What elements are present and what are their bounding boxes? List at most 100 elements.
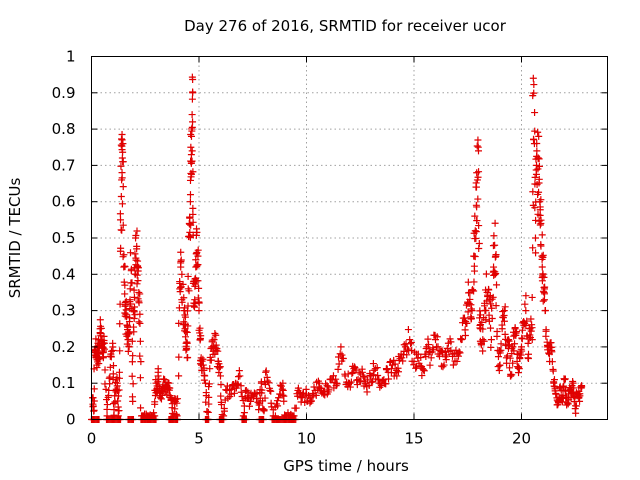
data-point [346, 383, 354, 391]
data-point [128, 279, 136, 287]
data-point [121, 312, 129, 320]
data-point [422, 352, 430, 360]
data-point [116, 347, 124, 355]
data-point [120, 251, 128, 259]
data-point [569, 377, 577, 385]
data-point [528, 324, 536, 332]
data-point [131, 311, 139, 319]
y-tick-label: 0.9 [52, 84, 76, 102]
data-point [175, 353, 183, 361]
data-point [482, 316, 490, 324]
data-point [539, 297, 547, 305]
data-point [333, 380, 341, 388]
data-point [123, 313, 131, 321]
data-point [532, 198, 540, 206]
data-point [130, 323, 138, 331]
data-point [463, 319, 471, 327]
data-point [128, 358, 136, 366]
data-point [511, 340, 519, 348]
data-point [136, 352, 144, 360]
data-point [175, 319, 183, 327]
data-point [189, 88, 197, 96]
data-point [184, 322, 192, 330]
data-point [523, 317, 531, 325]
data-point [524, 339, 532, 347]
data-point [126, 314, 134, 322]
data-point [125, 329, 133, 337]
data-point [491, 219, 499, 227]
data-point [121, 263, 129, 271]
data-point [183, 328, 191, 336]
data-point [136, 337, 144, 345]
data-point [477, 341, 485, 349]
data-point [490, 232, 498, 240]
y-tick-label: 0.1 [52, 374, 76, 392]
data-point [470, 278, 478, 286]
data-point [347, 378, 355, 386]
data-point [527, 315, 535, 323]
data-point [96, 316, 104, 324]
data-point [530, 136, 538, 144]
data-point [509, 359, 517, 367]
data-point [185, 287, 193, 295]
data-point [471, 212, 479, 220]
data-point [317, 384, 325, 392]
data-point [187, 158, 195, 166]
data-point [264, 377, 272, 385]
data-point [133, 271, 141, 279]
data-point [535, 155, 543, 163]
data-point [121, 290, 129, 298]
data-point [529, 74, 537, 82]
data-point [178, 298, 186, 306]
data-point [113, 387, 121, 395]
data-point [227, 385, 235, 393]
data-point [418, 362, 426, 370]
data-point [570, 384, 578, 392]
data-point [417, 354, 425, 362]
data-point [493, 328, 501, 336]
data-point [137, 358, 145, 366]
y-tick-label: 0.2 [52, 338, 76, 356]
data-point [134, 257, 142, 265]
y-tick-label: 0.8 [52, 120, 76, 138]
data-point [373, 364, 381, 372]
data-point [186, 198, 194, 206]
data-point [412, 364, 420, 372]
data-point [487, 336, 495, 344]
data-point [506, 364, 514, 372]
data-point [262, 367, 270, 375]
data-point [110, 400, 118, 408]
data-point [237, 382, 245, 390]
data-point [154, 365, 162, 373]
data-point [122, 301, 130, 309]
data-point [533, 139, 541, 147]
data-point [208, 336, 216, 344]
data-point [188, 73, 196, 81]
data-point [118, 200, 126, 208]
data-point [576, 392, 584, 400]
data-point [109, 339, 117, 347]
data-point [407, 340, 415, 348]
data-point [129, 397, 137, 405]
data-point [494, 353, 502, 361]
data-point [548, 348, 556, 356]
data-point [488, 304, 496, 312]
data-point [472, 234, 480, 242]
data-point [131, 250, 139, 258]
data-point [193, 228, 201, 236]
data-point [478, 318, 486, 326]
data-point [536, 221, 544, 229]
data-point [150, 409, 158, 417]
data-point [99, 353, 107, 361]
data-point [188, 157, 196, 165]
data-point [133, 280, 141, 288]
data-point [467, 314, 475, 322]
data-point [184, 353, 192, 361]
data-point [189, 210, 197, 218]
data-point [538, 231, 546, 239]
data-point [325, 386, 333, 394]
data-point [200, 366, 208, 374]
data-point [267, 387, 275, 395]
data-point [136, 290, 144, 298]
data-point [503, 359, 511, 367]
